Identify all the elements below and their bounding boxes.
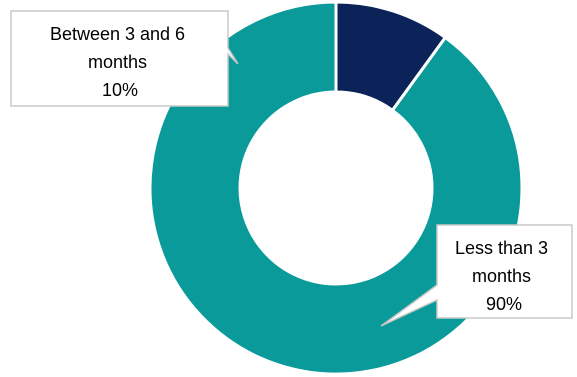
callout-line-2: months [472, 266, 531, 286]
svg-text:Less than 3 months: Less than 3 months 90% [455, 238, 553, 314]
callout-line-1: Between 3 and 6 [50, 24, 185, 44]
svg-text:Between 3 and 6 months: Between 3 and 6 months 10% [50, 24, 190, 100]
callout-less-than-3-months: Less than 3 months 90% [380, 224, 573, 327]
callout-box-between-3-and-6-months [10, 10, 239, 107]
callout-box-less-than-3-months [380, 224, 573, 327]
callout-between-3-and-6-months: Between 3 and 6 months 10% [10, 10, 239, 107]
callout-line-2: months [88, 52, 147, 72]
callout-value-label: 10% [102, 80, 138, 100]
callout-line-1: Less than 3 [455, 238, 548, 258]
callout-value-label: 90% [486, 294, 522, 314]
donut-slices [148, 0, 524, 376]
